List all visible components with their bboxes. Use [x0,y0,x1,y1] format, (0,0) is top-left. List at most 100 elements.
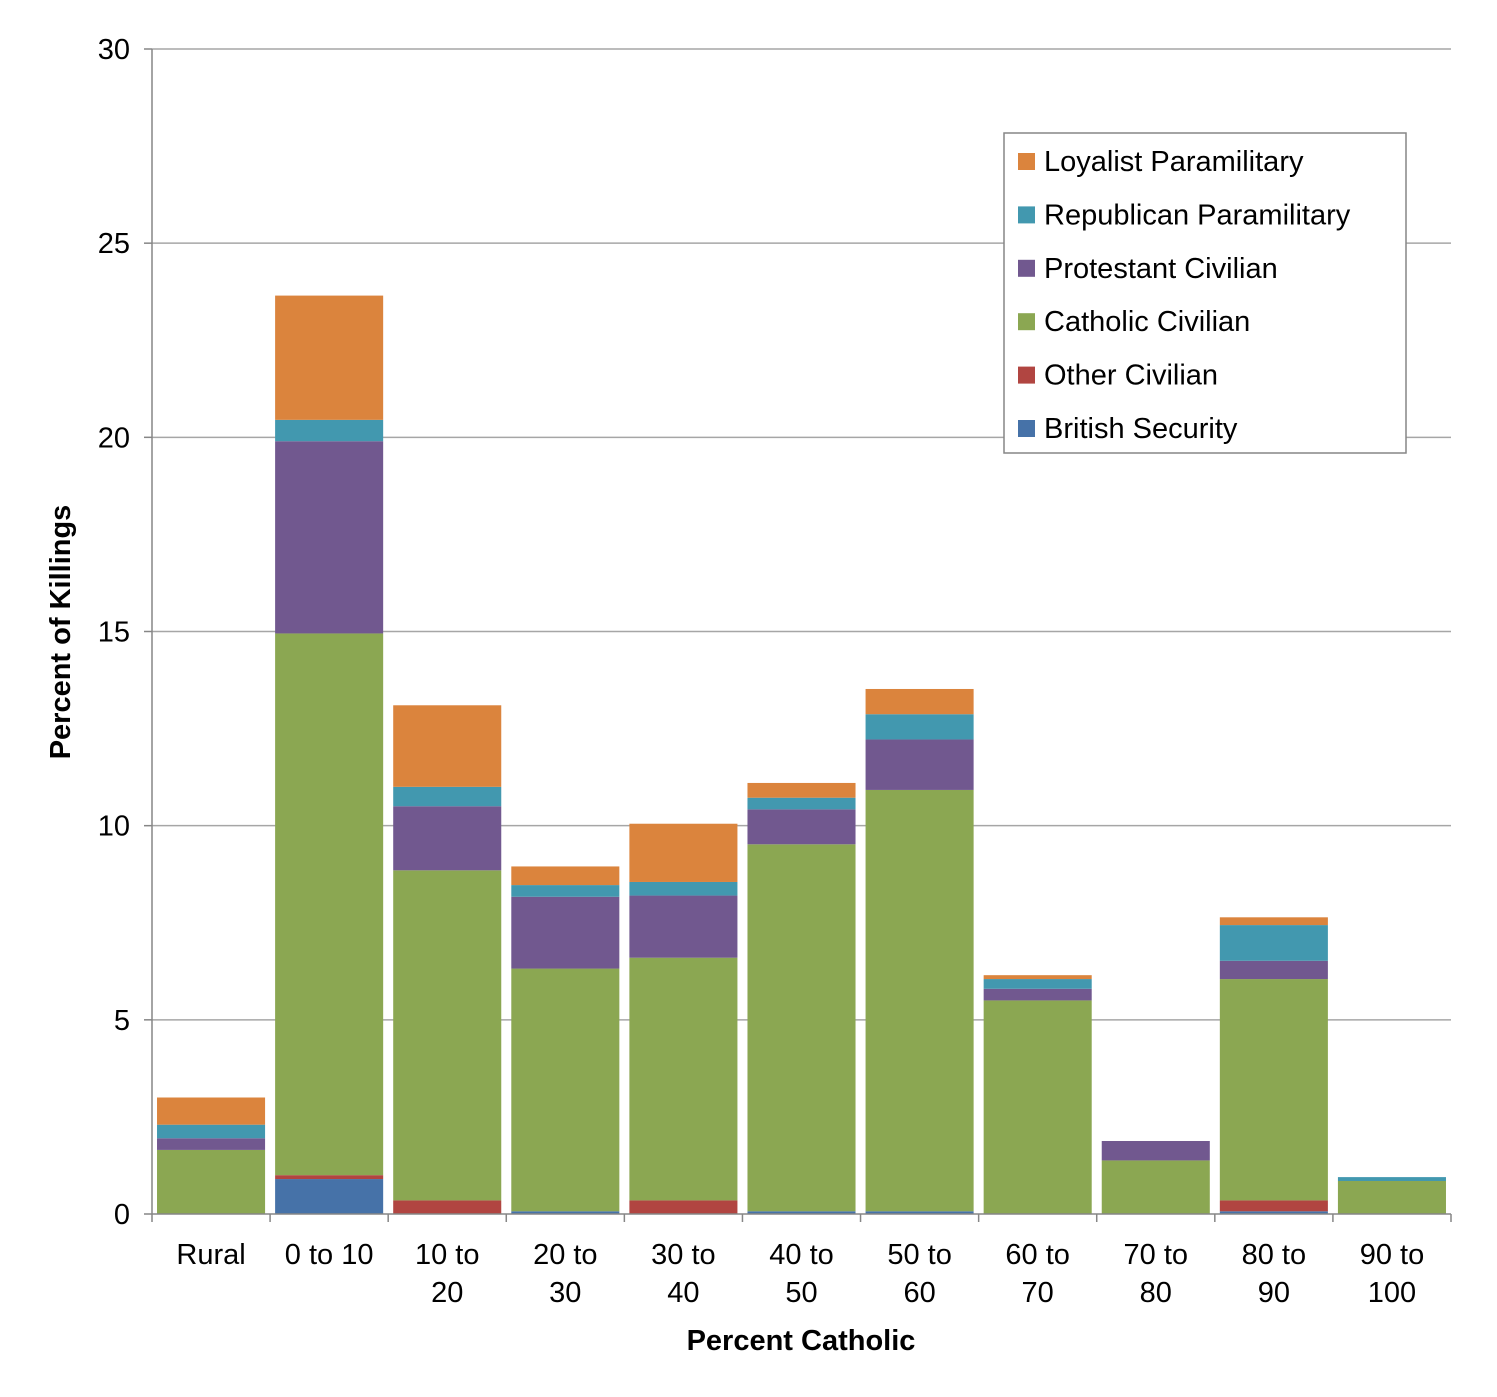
x-tick-label-line: 50 [785,1277,817,1309]
x-tick-label-line: 10 to [415,1239,480,1271]
x-tick-label-line: 50 to [887,1239,952,1271]
x-tick-label-line: 20 to [533,1239,598,1271]
bar-segment-protestant-civilian [393,806,502,871]
x-tick-label-line: 60 to [1005,1239,1070,1271]
bar-segment-republican-paramilitary [157,1124,266,1139]
x-tick-label: 10 to 20 [415,1239,480,1309]
bar-segment-catholic-civilian [865,789,974,1212]
x-tick-label-line: 70 [1022,1277,1054,1309]
bar-segment-loyalist-paramilitary [747,782,856,798]
bar-segment-protestant-civilian [1219,960,1328,980]
y-tick-label: 5 [114,1005,130,1037]
bar-segment-republican-paramilitary [275,419,384,442]
y-tick-label: 25 [98,228,130,260]
bar-segment-catholic-civilian [983,1000,1092,1214]
x-tick-label: 90 to 100 [1360,1239,1425,1309]
x-tick-label-line: 80 [1140,1277,1172,1309]
x-tick-label: 40 to 50 [769,1239,834,1309]
bar-segment-catholic-civilian [1101,1160,1210,1214]
legend-label: Catholic Civilian [1044,306,1250,338]
x-axis-title: Percent Catholic [687,1325,916,1357]
x-tick-label-line: 100 [1368,1277,1416,1309]
y-tick-label: 20 [98,422,130,454]
bar-segment-protestant-civilian [157,1138,266,1150]
legend-swatch [1018,153,1035,170]
bar-segment-loyalist-paramilitary [983,975,1092,980]
x-tick-label-line: 40 to [769,1239,834,1271]
bar-segment-republican-paramilitary [1337,1177,1446,1181]
bar-segment-british-security [865,1211,974,1214]
legend-swatch [1018,206,1035,224]
legend-swatch [1018,420,1035,437]
bar-segment-other-civilian [393,1200,502,1214]
bar-segment-catholic-civilian [1219,979,1328,1201]
x-tick-label-line: 0 to 10 [285,1239,374,1271]
bar-segment-catholic-civilian [511,968,620,1212]
x-tick-label: 60 to 70 [1005,1239,1070,1309]
y-tick-label: 30 [98,34,130,66]
x-tick-label-line: Rural [176,1239,245,1271]
x-tick-label-line: 40 [667,1277,699,1309]
x-tick-label: 0 to 10 [285,1239,374,1271]
x-tick-label: 20 to 30 [533,1239,598,1309]
bar-segment-loyalist-paramilitary [511,866,620,886]
legend: Loyalist Paramilitary Republican Paramili… [1003,132,1407,454]
bar-segment-republican-paramilitary [511,885,620,897]
bar-segment-british-security [275,1179,384,1214]
bar-segment-catholic-civilian [275,633,384,1176]
x-tick-label-line: 20 [431,1277,463,1309]
y-tick-label: 10 [98,811,130,843]
bar-segment-protestant-civilian [511,896,620,969]
bar-segment-catholic-civilian [747,844,856,1212]
y-axis-title: Percent of Killings [45,505,77,760]
legend-label: British Security [1044,413,1238,445]
bars [157,295,1446,1214]
bar-segment-protestant-civilian [865,739,974,790]
bar-segment-british-security [1219,1211,1328,1214]
bar-segment-catholic-civilian [157,1149,266,1214]
legend-label: Protestant Civilian [1044,253,1278,285]
bar-segment-protestant-civilian [747,809,856,845]
bar-segment-loyalist-paramilitary [393,705,502,787]
legend-label: Republican Paramilitary [1044,199,1351,231]
bar-segment-republican-paramilitary [393,786,502,807]
x-tick-label-line: 70 to [1124,1239,1189,1271]
tick-labels: 0 5 10 15 20 25 30 Rural 0 to 10 10 to 20 20 to 30 30… [98,34,1424,1309]
bar-segment-other-civilian [275,1175,384,1180]
x-tick-label-line: 30 to [651,1239,716,1271]
bar-segment-republican-paramilitary [865,714,974,740]
bar-segment-republican-paramilitary [1219,925,1328,961]
x-tick-label-line: 90 [1258,1277,1290,1309]
legend-swatch [1018,313,1035,331]
bar-segment-protestant-civilian [1101,1140,1210,1161]
bar-segment-republican-paramilitary [983,979,1092,989]
bar-segment-republican-paramilitary [629,881,738,896]
legend-swatch [1018,259,1035,277]
y-tick-label: 15 [98,617,130,649]
x-tick-label: 30 to 40 [651,1239,716,1309]
bar-segment-british-security [511,1211,620,1214]
bar-segment-loyalist-paramilitary [865,688,974,715]
bar-segment-loyalist-paramilitary [275,295,384,420]
legend-box [1003,132,1407,454]
y-tick-label: 0 [114,1199,130,1231]
x-tick-label-line: 30 [549,1277,581,1309]
x-tick-label-line: 80 to [1242,1239,1307,1271]
bar-segment-catholic-civilian [393,870,502,1201]
bar-segment-catholic-civilian [629,957,738,1201]
bar-segment-catholic-civilian [1337,1180,1446,1214]
bar-segment-british-security [747,1211,856,1214]
bar-segment-protestant-civilian [629,895,738,958]
legend-swatch [1018,366,1035,384]
x-tick-label-line: 60 [903,1277,935,1309]
bar-segment-republican-paramilitary [747,797,856,810]
axes [144,48,1452,1222]
bar-segment-protestant-civilian [983,988,1092,1001]
x-tick-label: 70 to 80 [1124,1239,1189,1309]
bar-segment-other-civilian [629,1200,738,1214]
bar-segment-loyalist-paramilitary [157,1097,266,1125]
x-tick-label: 50 to 60 [887,1239,952,1309]
bar-segment-loyalist-paramilitary [629,823,738,882]
bar-segment-protestant-civilian [275,441,384,634]
